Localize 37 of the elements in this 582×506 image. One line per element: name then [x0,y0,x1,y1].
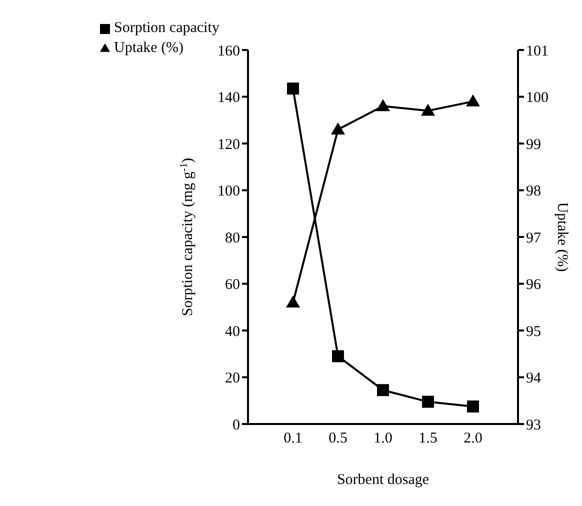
x-tick-label: 1.5 [418,430,438,447]
y2-tick-label: 96 [526,277,542,294]
x-axis-title: Sorbent dosage [336,472,430,488]
y2-tick-label: 100 [526,90,548,106]
y2-tick-label: 97 [526,230,542,246]
y-tick-label: 140 [218,90,240,106]
point [422,396,434,408]
x-tick-label: 0.5 [328,430,348,447]
point [376,99,390,112]
y2-tick-label: 94 [526,370,542,387]
y-tick-label: 60 [225,277,240,294]
y-tick-label: 40 [225,324,240,340]
point [331,122,345,134]
x-tick-label: 1.0 [374,430,392,447]
point [466,94,480,106]
y-tick-label: 160 [218,43,240,60]
y-tick-label: 0 [232,417,240,434]
point [286,295,300,308]
y2-axis-title: Uptake (%) [554,202,570,272]
point [287,82,299,95]
y-tick-label: 80 [225,230,240,246]
y-tick-label: 20 [225,370,240,387]
point [377,384,389,396]
y2-tick-label: 101 [526,43,548,60]
point [421,104,435,116]
point [467,400,479,412]
x-tick-label: 2.0 [464,430,482,447]
y2-tick-label: 93 [526,417,541,434]
y2-tick-label: 99 [526,136,541,153]
y2-tick-label: 98 [526,184,541,200]
y2-tick-label: 95 [526,324,541,340]
y-tick-label: 120 [218,136,240,153]
x-tick-label: 0.1 [284,430,302,447]
point [332,350,344,362]
legend-label: Sorption capacity [114,20,220,36]
legend-label: Uptake (%) [114,40,184,56]
y-tick-label: 100 [218,184,240,200]
